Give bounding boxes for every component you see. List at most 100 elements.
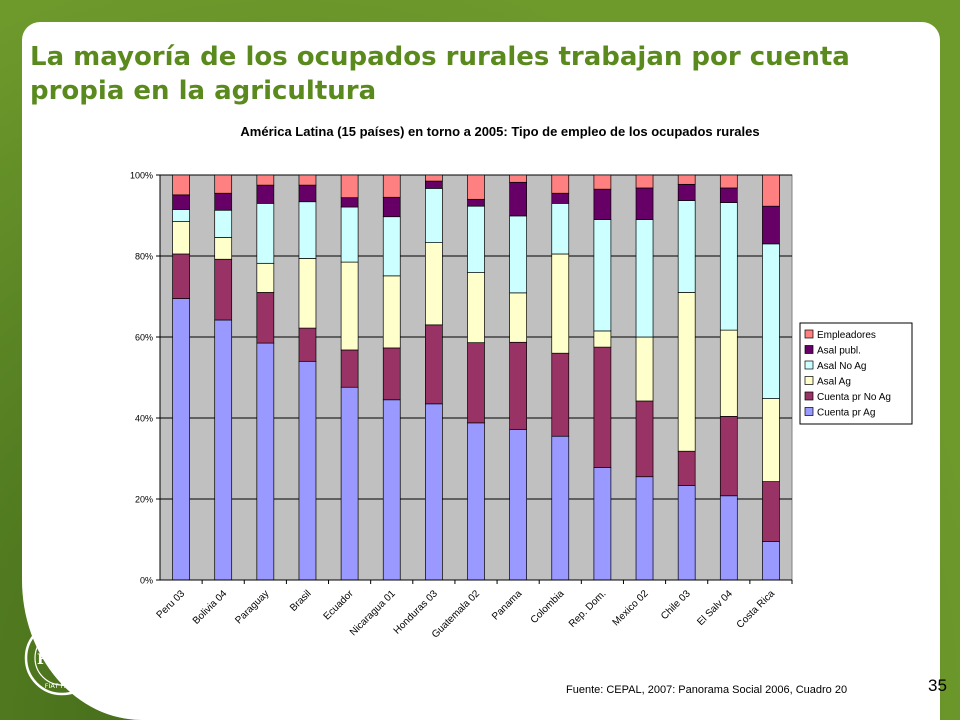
x-tick-label: Colombia [529,588,567,626]
y-tick-label: 80% [135,252,153,262]
x-tick-label: Chile 03 [659,588,693,622]
bar-segment [467,272,485,344]
logo-motto: FIAT PANIS [45,682,80,690]
bar-segment [762,398,780,482]
bar-segment [382,196,401,218]
y-tick-label: 20% [135,495,153,505]
bar-segment [382,275,401,349]
bar-segment [467,342,485,424]
bar-segment [677,450,696,486]
y-tick-label: 40% [135,414,153,424]
bar-segment [298,360,317,581]
source-note: Fuente: CEPAL, 2007: Panorama Social 200… [566,684,848,696]
bar-segment [593,219,612,332]
x-tick-label: Costa Rica [735,588,778,631]
bar-segment [382,174,401,198]
bar-segment [467,422,485,581]
chart-title: América Latina (15 países) en torno a 20… [240,124,759,139]
bar-segment [425,174,443,182]
bar-segment [551,435,570,581]
bar-segment [762,541,780,581]
bar-segment [172,253,190,299]
bar-segment [593,174,612,190]
x-tick-label: Bolivia 04 [191,588,230,627]
legend-label: Asal Ag [817,377,851,388]
bar-segment [214,209,233,238]
bar-segment [719,329,738,417]
bar-segment [172,298,190,581]
bar-segment [719,187,738,203]
bar-segment [425,180,443,189]
bar-segment [719,416,738,497]
bar-segment [214,319,233,581]
legend-label: Cuenta pr No Ag [817,392,891,403]
x-tick-label: Mexico 02 [611,588,651,628]
bar-segment [298,327,317,362]
bar-segment [551,174,570,194]
bar-segment [214,174,233,194]
bar-segment [762,481,780,542]
legend: Empleadores Asal publ. Asal No Ag Asal Ag Cu… [799,322,913,425]
legend-swatch [804,391,814,401]
bar-segment [382,399,401,581]
bar-segment [467,198,485,207]
bars [172,174,780,581]
bar-segment [593,467,612,581]
bar-segment [382,216,401,277]
logo-letter-a: A [57,630,66,641]
bar-segment [509,174,527,183]
bar-segment [340,349,359,388]
bar-segment [677,183,696,201]
bar-segment [509,428,527,581]
bar-segment [635,187,654,220]
bar-segment [509,341,527,430]
y-tick-labels: 0% 20% 40% 60% 80% 100% [130,171,153,586]
legend-swatch [804,345,814,354]
legend-swatch [804,329,814,339]
bar-segment [635,476,654,581]
bar-segment [551,352,570,437]
fao-logo-icon: F A O FIAT PANIS [24,620,100,696]
legend-label: Empleadores [817,330,876,341]
bar-segment [256,342,275,581]
bar-segment [425,188,443,243]
legend-label: Asal publ. [817,346,861,357]
legend-label: Asal No Ag [817,361,866,372]
bar-segment [593,346,612,468]
bar-segment [593,330,612,348]
bar-segment [172,209,190,222]
bar-segment [762,174,780,207]
bar-segment [677,174,696,185]
bar-segment [382,347,401,401]
logo-letter-f: F [37,652,47,668]
bar-segment [509,181,527,217]
x-tick-label: Peru 03 [155,588,188,621]
bar-segment [340,174,359,199]
x-tick-label: Ecuador [322,588,357,623]
x-tick-label: El Salv 04 [695,588,735,628]
bar-segment [677,200,696,293]
x-tick-labels: Peru 03 Bolivia 04 Paraguay Brasil EcuadorNi… [155,588,778,641]
bar-segment [635,400,654,478]
legend-box [799,322,913,425]
bar-segment [635,174,654,189]
x-tick-label: Panama [490,588,524,622]
bar-segment [425,324,443,405]
bar-segment [298,184,317,203]
bar-segment [256,262,275,293]
bar-segment [719,202,738,331]
y-tick-label: 0% [140,576,153,586]
bar-segment [256,203,275,264]
bar-segment [762,205,780,245]
bar-segment [298,258,317,329]
legend-swatch [804,407,814,416]
bar-segment [256,292,275,344]
bar-segment [298,174,317,186]
bar-segment [172,194,190,210]
bar-segment [635,336,654,402]
legend-swatch [804,376,814,385]
bar-segment [719,174,738,189]
y-tick-label: 60% [135,333,153,343]
bar-segment [340,261,359,351]
